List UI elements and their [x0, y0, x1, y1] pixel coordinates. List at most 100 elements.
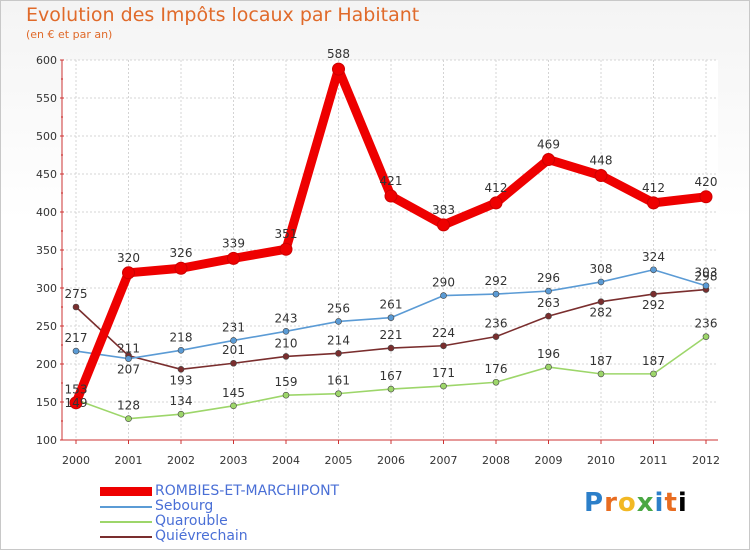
- data-point: [122, 266, 135, 280]
- data-label: 145: [222, 386, 245, 400]
- x-tick-label: 2005: [325, 454, 353, 467]
- data-point: [699, 190, 713, 204]
- y-tick-label: 600: [36, 54, 57, 67]
- data-point: [69, 396, 83, 410]
- x-tick-label: 2006: [377, 454, 405, 467]
- data-label: 469: [537, 138, 560, 152]
- data-label: 134: [170, 394, 193, 408]
- data-label: 282: [590, 306, 613, 320]
- data-point: [72, 347, 80, 355]
- data-point: [650, 290, 657, 298]
- data-label: 320: [117, 251, 140, 265]
- data-label: 236: [695, 317, 718, 331]
- data-point: [335, 318, 342, 325]
- data-point: [282, 328, 290, 335]
- data-point: [440, 382, 447, 390]
- x-tick-label: 2002: [167, 454, 195, 467]
- y-tick-label: 200: [36, 358, 57, 371]
- data-label: 261: [380, 298, 403, 312]
- data-label: 256: [327, 301, 350, 315]
- data-point: [335, 390, 342, 397]
- data-label: 383: [432, 203, 455, 217]
- data-label: 201: [222, 343, 245, 357]
- legend-label: ROMBIES-ET-MARCHIPONT: [155, 483, 340, 499]
- x-tick-label: 2000: [62, 454, 90, 467]
- logo-letter: x: [636, 488, 655, 518]
- data-point: [492, 378, 500, 386]
- x-tick-label: 2008: [482, 454, 510, 467]
- data-point: [647, 196, 660, 210]
- data-label: 412: [485, 181, 508, 195]
- x-tick-label: 2010: [587, 454, 615, 467]
- data-label: 292: [642, 298, 665, 312]
- data-label: 187: [590, 354, 613, 368]
- data-label: 193: [170, 373, 193, 387]
- legend-label: Quiévrechain: [155, 528, 248, 544]
- data-point: [489, 196, 503, 210]
- data-label: 421: [380, 174, 403, 188]
- data-point: [492, 290, 500, 298]
- data-label: 308: [590, 262, 613, 276]
- x-tick-label: 2009: [535, 454, 563, 467]
- data-point: [650, 370, 657, 378]
- data-label: 128: [117, 399, 140, 413]
- y-tick-label: 400: [36, 206, 57, 219]
- data-point: [72, 303, 80, 311]
- data-label: 153: [65, 383, 88, 397]
- logo-letter: P: [584, 488, 605, 518]
- data-point: [545, 287, 552, 295]
- y-tick-label: 250: [36, 320, 57, 333]
- data-point: [335, 350, 342, 357]
- data-point: [125, 415, 132, 423]
- data-label: 236: [485, 317, 508, 331]
- data-point: [545, 363, 552, 371]
- x-tick-label: 2011: [640, 454, 668, 467]
- data-label: 231: [222, 320, 245, 334]
- data-label: 351: [275, 227, 298, 241]
- data-label: 171: [432, 366, 455, 380]
- logo-letter: i: [654, 488, 665, 518]
- proxiti-logo: Proxiti: [584, 488, 688, 518]
- x-tick-label: 2003: [220, 454, 248, 467]
- data-point: [387, 314, 395, 321]
- y-tick-label: 500: [36, 130, 57, 143]
- data-point: [545, 312, 552, 320]
- data-label: 275: [65, 287, 88, 301]
- data-label: 217: [65, 331, 88, 345]
- data-point: [230, 402, 237, 410]
- data-point: [177, 347, 185, 354]
- logo-letter: t: [664, 488, 678, 518]
- data-point: [440, 292, 447, 299]
- legend-label: Sebourg: [155, 498, 214, 514]
- legend-swatch: [100, 536, 152, 538]
- data-point: [650, 266, 657, 274]
- data-point: [702, 282, 710, 290]
- logo-letter: i: [677, 488, 688, 518]
- data-point: [597, 278, 605, 286]
- data-label: 149: [65, 396, 88, 410]
- chart-subtitle: (en € et par an): [26, 28, 113, 41]
- x-tick-label: 2004: [272, 454, 300, 467]
- data-label: 448: [590, 154, 613, 168]
- data-point: [387, 344, 395, 352]
- chart-title: Evolution des Impôts locaux par Habitant: [26, 4, 420, 26]
- data-label: 207: [117, 363, 140, 377]
- data-label: 298: [695, 270, 718, 284]
- data-label: 303: [695, 266, 718, 280]
- data-label: 420: [695, 175, 718, 189]
- y-tick-label: 550: [36, 92, 57, 105]
- y-tick-label: 150: [36, 396, 57, 409]
- data-label: 588: [327, 47, 350, 61]
- legend-swatch: [100, 487, 152, 496]
- data-point: [440, 342, 447, 350]
- y-tick-label: 300: [36, 282, 57, 295]
- data-label: 187: [642, 354, 665, 368]
- data-label: 296: [537, 271, 560, 285]
- data-point: [384, 189, 398, 203]
- data-point: [387, 385, 395, 393]
- data-label: 161: [327, 374, 350, 388]
- data-label: 210: [275, 336, 298, 350]
- data-label: 263: [537, 296, 560, 310]
- legend-label: Quarouble: [155, 513, 228, 529]
